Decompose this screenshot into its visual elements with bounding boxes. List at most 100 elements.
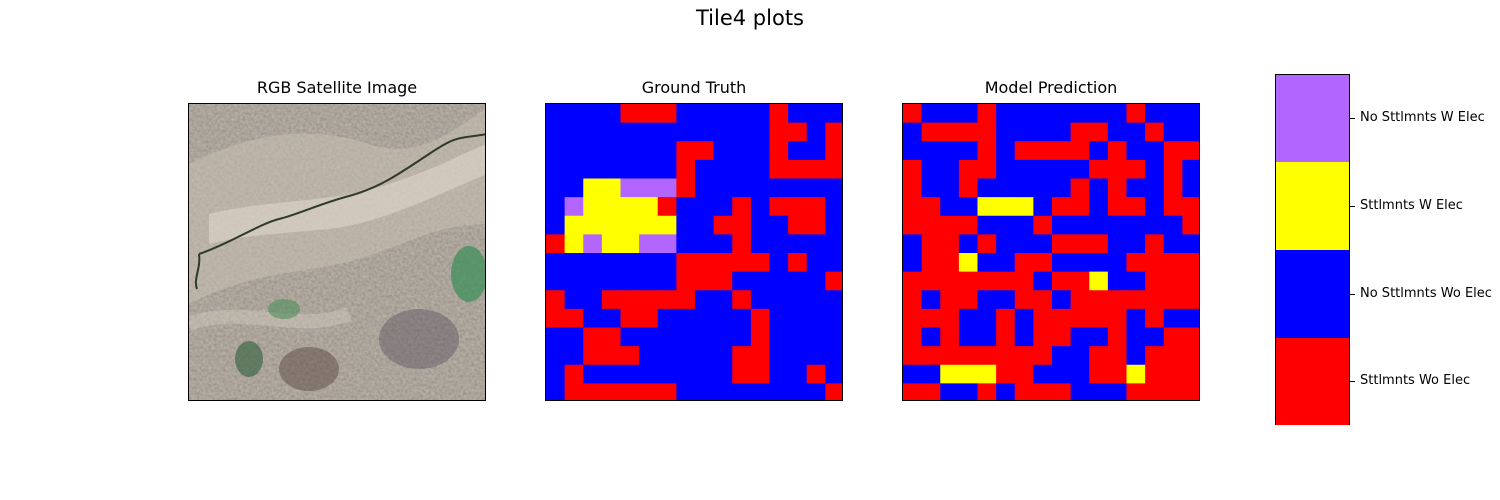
prediction-cell	[1145, 122, 1165, 142]
prediction-cell	[1126, 104, 1146, 124]
figure-title: Tile4 plots	[696, 6, 804, 30]
ground-truth-cell	[732, 308, 752, 328]
prediction-cell	[1163, 253, 1183, 273]
prediction-cell	[1089, 253, 1109, 273]
prediction-cell	[1182, 104, 1199, 124]
prediction-cell	[903, 141, 923, 161]
rgb-panel-title: RGB Satellite Image	[256, 78, 418, 97]
ground-truth-title: Ground Truth	[641, 78, 747, 97]
prediction-cell	[1107, 159, 1127, 179]
ground-truth-cell	[825, 122, 842, 142]
prediction-cell	[1070, 234, 1090, 254]
colorbar-label-sttlmnts-wo-elec: Sttlmnts Wo Elec	[1360, 373, 1471, 388]
ground-truth-cell	[788, 383, 808, 400]
prediction-cell	[977, 122, 997, 142]
prediction-cell	[1163, 197, 1183, 217]
prediction-cell	[1182, 290, 1199, 310]
prediction-cell	[921, 215, 941, 235]
prediction-cell	[1089, 159, 1109, 179]
prediction-cell	[1089, 122, 1109, 142]
ground-truth-cell	[769, 308, 789, 328]
ground-truth-cell	[676, 383, 696, 400]
ground-truth-cell	[546, 159, 566, 179]
prediction-cell	[958, 197, 978, 217]
ground-truth-cell	[583, 271, 603, 291]
prediction-cell	[1052, 346, 1072, 366]
ground-truth-cell	[546, 234, 566, 254]
prediction-cell	[940, 327, 960, 347]
ground-truth-cell	[546, 364, 566, 384]
ground-truth-cell	[583, 364, 603, 384]
prediction-cell	[1033, 346, 1053, 366]
prediction-cell	[996, 271, 1016, 291]
prediction-cell	[958, 271, 978, 291]
ground-truth-cell	[657, 141, 677, 161]
prediction-cell	[940, 271, 960, 291]
prediction-cell	[1145, 346, 1165, 366]
ground-truth-cell	[564, 197, 584, 217]
prediction-cell	[903, 327, 923, 347]
ground-truth-cell	[546, 104, 566, 124]
ground-truth-cell	[564, 271, 584, 291]
prediction-cell	[996, 234, 1016, 254]
ground-truth-cell	[657, 327, 677, 347]
prediction-cell	[958, 178, 978, 198]
ground-truth-cell	[713, 197, 733, 217]
prediction-cell	[1014, 290, 1034, 310]
ground-truth-cell	[639, 364, 659, 384]
ground-truth-cell	[583, 122, 603, 142]
ground-truth-cell	[788, 104, 808, 124]
prediction-cell	[940, 215, 960, 235]
ground-truth-cell	[825, 215, 842, 235]
ground-truth-cell	[825, 308, 842, 328]
prediction-cell	[1033, 122, 1053, 142]
ground-truth-cell	[583, 141, 603, 161]
prediction-cell	[1089, 271, 1109, 291]
prediction-cell	[1052, 215, 1072, 235]
ground-truth-cell	[695, 178, 715, 198]
ground-truth-cell	[639, 215, 659, 235]
ground-truth-cell	[732, 234, 752, 254]
colorbar-label-no-sttlmnts-wo-elec: No Sttlmnts Wo Elec	[1360, 286, 1492, 301]
prediction-cell	[1089, 197, 1109, 217]
ground-truth-cell	[713, 308, 733, 328]
colorbar-label-no-sttlmnts-w-elec: No Sttlmnts W Elec	[1360, 110, 1485, 125]
ground-truth-cell	[732, 364, 752, 384]
prediction-cell	[1052, 290, 1072, 310]
prediction-cell	[1033, 290, 1053, 310]
ground-truth-cell	[583, 234, 603, 254]
ground-truth-cell	[732, 178, 752, 198]
prediction-cell	[903, 364, 923, 384]
prediction-cell	[977, 197, 997, 217]
ground-truth-cell	[676, 215, 696, 235]
prediction-cell	[1033, 178, 1053, 198]
prediction-cell	[1182, 271, 1199, 291]
ground-truth-cell	[601, 383, 621, 400]
ground-truth-cell	[825, 253, 842, 273]
ground-truth-cell	[806, 122, 826, 142]
prediction-cell	[977, 364, 997, 384]
ground-truth-cell	[825, 104, 842, 124]
prediction-cell	[1014, 327, 1034, 347]
prediction-cell	[1089, 234, 1109, 254]
prediction-cell	[958, 122, 978, 142]
prediction-cell	[1014, 197, 1034, 217]
ground-truth-cell	[620, 141, 640, 161]
prediction-cell	[1089, 215, 1109, 235]
prediction-cell	[1126, 364, 1146, 384]
ground-truth-cell	[713, 253, 733, 273]
ground-truth-cell	[788, 253, 808, 273]
prediction-cell	[1126, 141, 1146, 161]
ground-truth-cell	[564, 215, 584, 235]
prediction-cell	[1070, 197, 1090, 217]
ground-truth-cell	[769, 141, 789, 161]
prediction-cell	[996, 253, 1016, 273]
ground-truth-cell	[732, 253, 752, 273]
ground-truth-cell	[620, 271, 640, 291]
ground-truth-cell	[769, 234, 789, 254]
ground-truth-cell	[769, 346, 789, 366]
prediction-cell	[958, 159, 978, 179]
ground-truth-cell	[564, 290, 584, 310]
ground-truth-heatmap	[546, 104, 842, 400]
prediction-cell	[940, 122, 960, 142]
